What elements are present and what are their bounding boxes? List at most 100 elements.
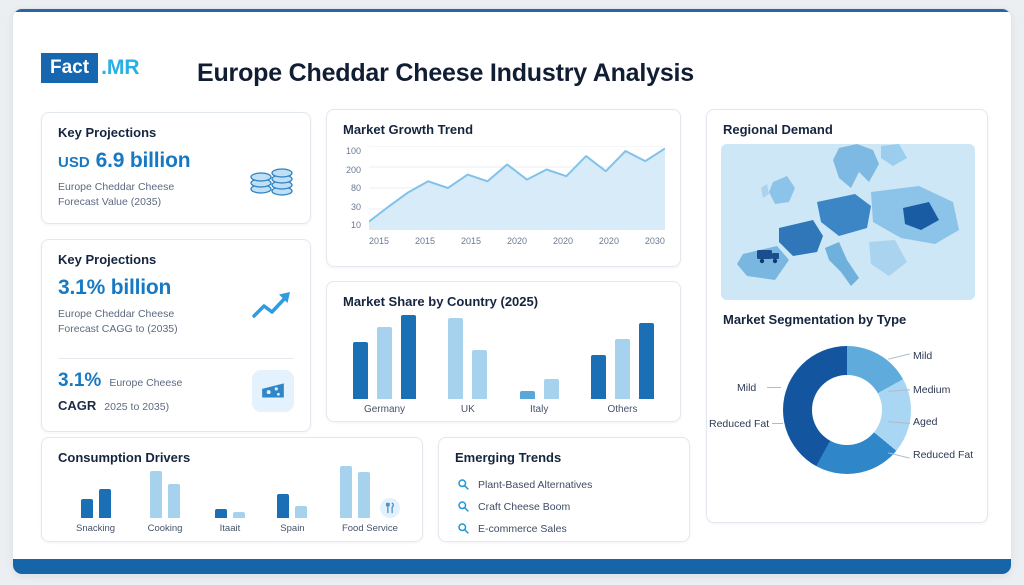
top-accent-bar	[13, 9, 1011, 12]
y-axis-labels: 100 200 80 30 10	[337, 146, 361, 230]
coins-icon	[246, 155, 298, 204]
bars	[519, 379, 559, 399]
trend-arrow-icon	[250, 288, 294, 329]
bar	[472, 350, 488, 399]
cagr-sub-desc: 2025 to 2035)	[104, 401, 170, 413]
cagr-sub-label: CAGR	[58, 398, 97, 413]
value-description: Europe Cheddar Cheese Forecast Value (20…	[58, 180, 294, 210]
cagr-sub-desc: Europe Cheese	[109, 377, 183, 389]
key-projections-cagr-card: Key Projections 3.1% billion Europe Ched…	[41, 239, 311, 432]
y-tick-label: 10	[350, 220, 361, 230]
europe-map	[721, 144, 975, 300]
utensils-icon	[379, 498, 400, 518]
bar	[168, 484, 181, 518]
bar	[543, 379, 559, 399]
divider	[58, 358, 294, 359]
bar-group: Spain	[277, 494, 308, 534]
bar-group: Itaait	[214, 509, 245, 534]
segmentation-title: Market Segmentation by Type	[723, 312, 907, 327]
y-tick-label: 200	[345, 164, 361, 175]
x-tick-label: 2015	[414, 236, 436, 246]
bar	[339, 466, 352, 518]
bar-group-label: Germany	[363, 404, 406, 415]
brand-logo-mr: .MR	[101, 56, 140, 79]
card-title: Key Projections	[58, 252, 157, 267]
bar	[377, 327, 392, 399]
bars	[353, 315, 416, 399]
x-tick-label: 2020	[552, 236, 573, 246]
x-tick-label: 2015	[369, 236, 390, 246]
bar	[448, 318, 464, 399]
bar-group-label: Italy	[529, 404, 549, 415]
cagr-sub-value: 3.1%	[58, 370, 102, 391]
brand-logo-fact: Fact	[41, 53, 99, 83]
bar-group: Germany	[353, 315, 416, 415]
key-projections-value-card: Key Projections USD 6.9 billion Europe C…	[41, 112, 311, 224]
value-currency: USD	[58, 154, 90, 171]
cagr-sub-row: 3.1% Europe Cheese	[58, 370, 182, 392]
bar	[232, 512, 245, 518]
bar	[277, 494, 290, 518]
bar	[614, 339, 630, 399]
desc-line: Europe Cheddar Cheese	[58, 308, 175, 320]
bar-group: Snacking	[76, 489, 115, 534]
projection-cagr-value: 3.1% billion	[58, 276, 172, 299]
callout-line	[772, 423, 783, 424]
desc-line: Europe Cheddar Cheese	[58, 181, 175, 193]
bar-group-label: UK	[460, 404, 475, 415]
main-card: Fact .MR Europe Cheddar Cheese Industry …	[12, 8, 1012, 575]
trend-item: E-commerce Sales	[457, 522, 592, 535]
card-title: Regional Demand	[723, 122, 833, 137]
x-tick-label: 2030	[644, 236, 665, 246]
card-title: Key Projections	[58, 125, 157, 140]
bar	[150, 471, 163, 518]
y-tick-label: 80	[350, 183, 361, 193]
footer-bar	[13, 559, 1011, 574]
y-tick-label: 30	[350, 201, 361, 212]
cagr-sub-row: CAGR 2025 to 2035)	[58, 398, 169, 413]
cheese-icon	[252, 370, 294, 412]
segment-label-mild: Mild	[913, 350, 933, 362]
bar	[214, 509, 227, 518]
consumption-drivers-card: Consumption Drivers Snacking Cooking Itaai…	[41, 437, 423, 542]
callout-line	[888, 353, 910, 360]
search-icon	[457, 522, 470, 535]
emerging-trends-card: Emerging Trends Plant-Based Alternatives…	[438, 437, 690, 542]
regional-segmentation-card: Regional Demand	[706, 109, 988, 523]
bar-group: Italy	[519, 379, 559, 415]
segment-label-reduced-fat: Reduced Fat	[913, 449, 974, 461]
bar-group-label: Food Service	[341, 523, 398, 534]
segment-label-reduced-fat-left: Reduced Fat	[709, 418, 770, 430]
bar	[353, 342, 368, 399]
segment-label-medium: Medium	[913, 384, 951, 396]
card-title: Market Share by Country (2025)	[343, 294, 539, 309]
projection-value-line: USD 6.9 billion	[58, 149, 294, 173]
bar-group: UK	[448, 318, 488, 415]
market-share-bar-chart: Germany UK Italy Others	[353, 315, 654, 415]
x-tick-label: 2020	[598, 236, 619, 246]
card-title: Consumption Drivers	[58, 450, 191, 465]
segment-label-mild-left: Mild	[737, 382, 757, 394]
card-title: Emerging Trends	[455, 450, 562, 465]
desc-line: Forecast CAGG to (2035)	[58, 323, 178, 336]
bar-group: Cooking	[147, 471, 183, 534]
cagr-description: Europe Cheddar Cheese Forecast CAGG to (…	[58, 307, 294, 337]
bar	[401, 315, 416, 399]
search-icon	[457, 478, 470, 491]
bar-group-label: Spain	[280, 523, 305, 534]
callout-line	[767, 387, 781, 388]
bar	[295, 506, 308, 518]
x-tick-label: 2020	[506, 236, 527, 246]
bar	[590, 355, 606, 399]
drivers-bar-chart: Snacking Cooking Itaait Spain Food Service	[76, 466, 400, 534]
brand-logo: Fact .MR	[41, 53, 140, 83]
bar-group-label: Cooking	[147, 523, 183, 534]
bar-group: Others	[590, 323, 654, 415]
projection-value: 6.9 billion	[95, 149, 191, 172]
bar	[357, 472, 370, 518]
desc-line: Forecast Value (2035)	[58, 196, 162, 209]
x-tick-label: 2015	[460, 236, 481, 246]
segment-label-aged: Aged	[913, 416, 938, 428]
segmentation-donut-chart	[783, 346, 911, 474]
